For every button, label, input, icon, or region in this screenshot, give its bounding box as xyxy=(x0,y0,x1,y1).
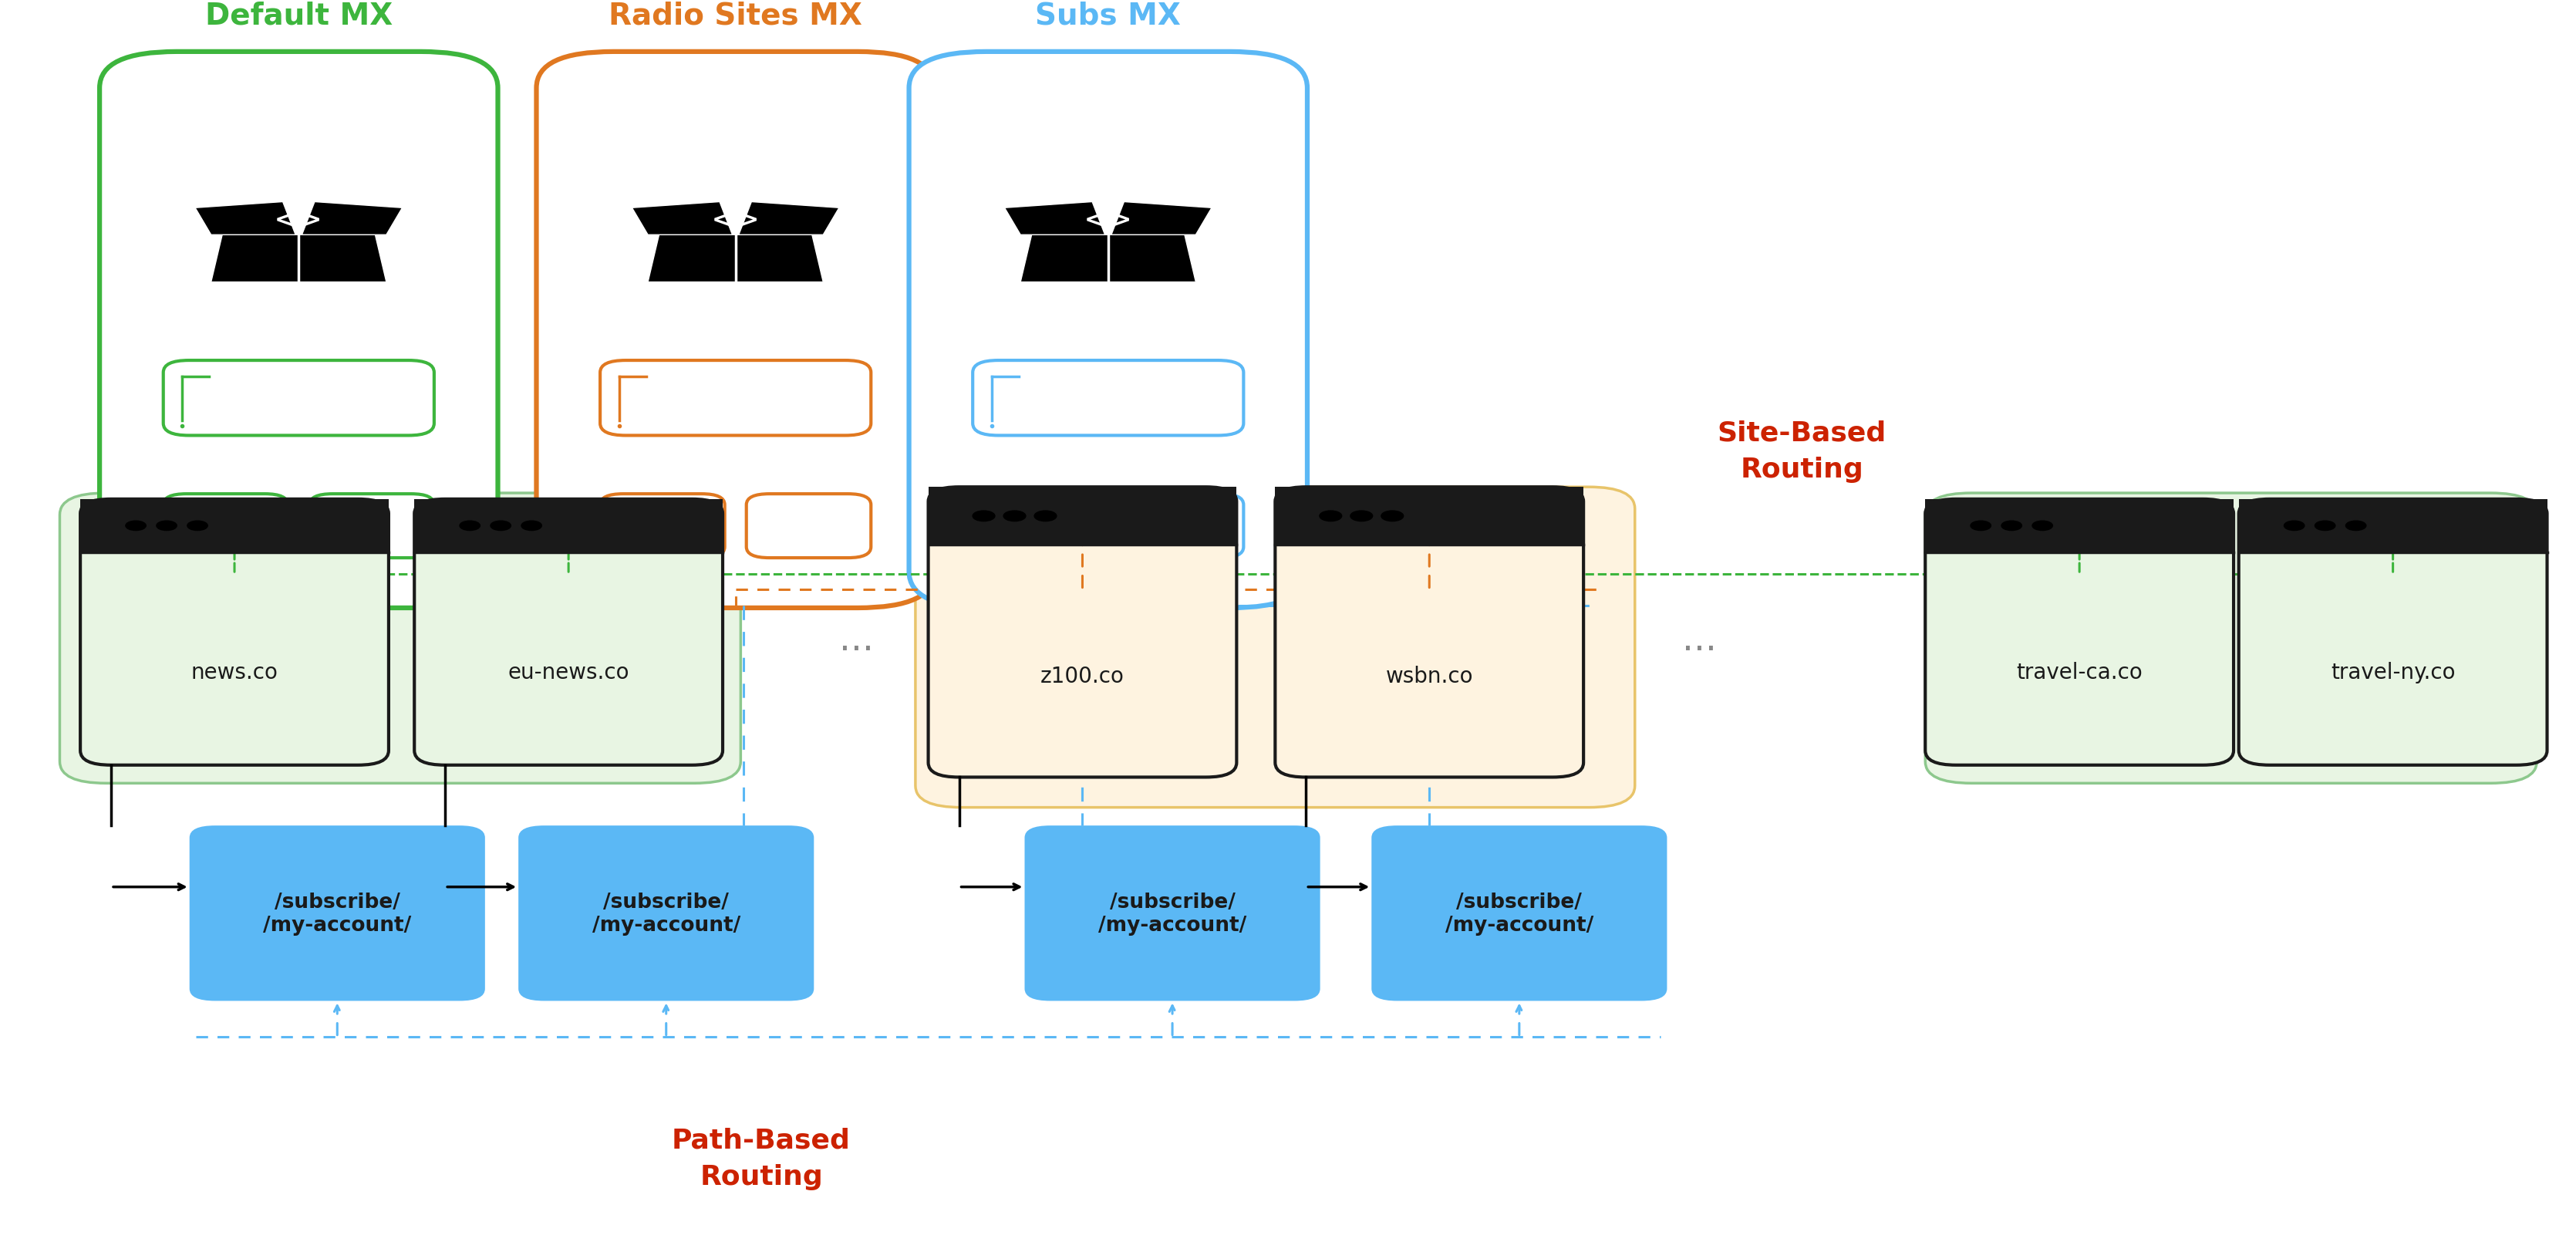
FancyBboxPatch shape xyxy=(1118,495,1244,558)
Polygon shape xyxy=(301,203,402,235)
FancyBboxPatch shape xyxy=(309,495,435,558)
Polygon shape xyxy=(196,203,296,235)
FancyBboxPatch shape xyxy=(747,495,871,558)
Circle shape xyxy=(1005,511,1025,522)
FancyBboxPatch shape xyxy=(162,361,435,436)
Text: travel-ny.co: travel-ny.co xyxy=(2331,661,2455,684)
Text: /subscribe/
/my-account/: /subscribe/ /my-account/ xyxy=(263,891,412,935)
FancyBboxPatch shape xyxy=(600,361,871,436)
Text: travel-ca.co: travel-ca.co xyxy=(2017,661,2143,684)
FancyBboxPatch shape xyxy=(914,487,1636,808)
Circle shape xyxy=(1971,521,1991,531)
Circle shape xyxy=(2032,521,2053,531)
FancyBboxPatch shape xyxy=(162,495,289,558)
FancyBboxPatch shape xyxy=(1275,487,1584,777)
Text: Subs MX: Subs MX xyxy=(1036,1,1180,30)
Text: </>: </> xyxy=(711,209,760,232)
FancyBboxPatch shape xyxy=(927,487,1236,777)
Polygon shape xyxy=(1110,203,1211,235)
FancyBboxPatch shape xyxy=(100,53,497,608)
Circle shape xyxy=(2347,521,2367,531)
Polygon shape xyxy=(739,203,840,235)
Text: </>: </> xyxy=(276,209,322,232)
Text: Path-Based
Routing: Path-Based Routing xyxy=(672,1127,850,1189)
FancyBboxPatch shape xyxy=(909,53,1306,608)
Text: Site-Based
Routing: Site-Based Routing xyxy=(1718,419,1886,482)
Text: /subscribe/
/my-account/: /subscribe/ /my-account/ xyxy=(1445,891,1595,935)
Circle shape xyxy=(2285,521,2306,531)
FancyBboxPatch shape xyxy=(974,361,1244,436)
Bar xyxy=(80,500,389,552)
Circle shape xyxy=(974,511,994,522)
Circle shape xyxy=(459,521,479,531)
Text: eu-news.co: eu-news.co xyxy=(507,661,629,684)
Bar xyxy=(2239,500,2548,552)
Text: </>: </> xyxy=(1084,209,1131,232)
Text: ···: ··· xyxy=(840,634,873,667)
Bar xyxy=(1924,500,2233,552)
Polygon shape xyxy=(649,235,824,283)
Polygon shape xyxy=(631,203,732,235)
FancyBboxPatch shape xyxy=(536,53,935,608)
Circle shape xyxy=(126,521,147,531)
Polygon shape xyxy=(211,235,386,283)
Polygon shape xyxy=(1005,203,1105,235)
Bar xyxy=(1275,487,1584,546)
FancyBboxPatch shape xyxy=(600,495,724,558)
FancyBboxPatch shape xyxy=(415,500,724,765)
Circle shape xyxy=(188,521,209,531)
FancyBboxPatch shape xyxy=(2239,500,2548,765)
Circle shape xyxy=(1381,511,1404,522)
Bar xyxy=(415,500,724,552)
Bar xyxy=(927,487,1236,546)
Circle shape xyxy=(1319,511,1342,522)
Circle shape xyxy=(157,521,178,531)
Text: news.co: news.co xyxy=(191,661,278,684)
Text: ···: ··· xyxy=(1682,634,1716,667)
FancyBboxPatch shape xyxy=(80,500,389,765)
Circle shape xyxy=(2002,521,2022,531)
FancyBboxPatch shape xyxy=(59,493,742,784)
FancyBboxPatch shape xyxy=(1025,826,1319,1002)
FancyBboxPatch shape xyxy=(1370,826,1667,1002)
Text: /subscribe/
/my-account/: /subscribe/ /my-account/ xyxy=(1097,891,1247,935)
Text: z100.co: z100.co xyxy=(1041,665,1123,686)
Text: Radio Sites MX: Radio Sites MX xyxy=(608,1,863,30)
Text: Default MX: Default MX xyxy=(206,1,392,30)
FancyBboxPatch shape xyxy=(1924,493,2537,784)
FancyBboxPatch shape xyxy=(191,826,484,1002)
FancyBboxPatch shape xyxy=(1924,500,2233,765)
Circle shape xyxy=(1036,511,1056,522)
FancyBboxPatch shape xyxy=(974,495,1097,558)
Text: /subscribe/
/my-account/: /subscribe/ /my-account/ xyxy=(592,891,739,935)
Text: wsbn.co: wsbn.co xyxy=(1386,665,1473,686)
Circle shape xyxy=(489,521,510,531)
Circle shape xyxy=(1350,511,1373,522)
Circle shape xyxy=(2316,521,2336,531)
Polygon shape xyxy=(1020,235,1195,283)
FancyBboxPatch shape xyxy=(518,826,814,1002)
Circle shape xyxy=(520,521,541,531)
